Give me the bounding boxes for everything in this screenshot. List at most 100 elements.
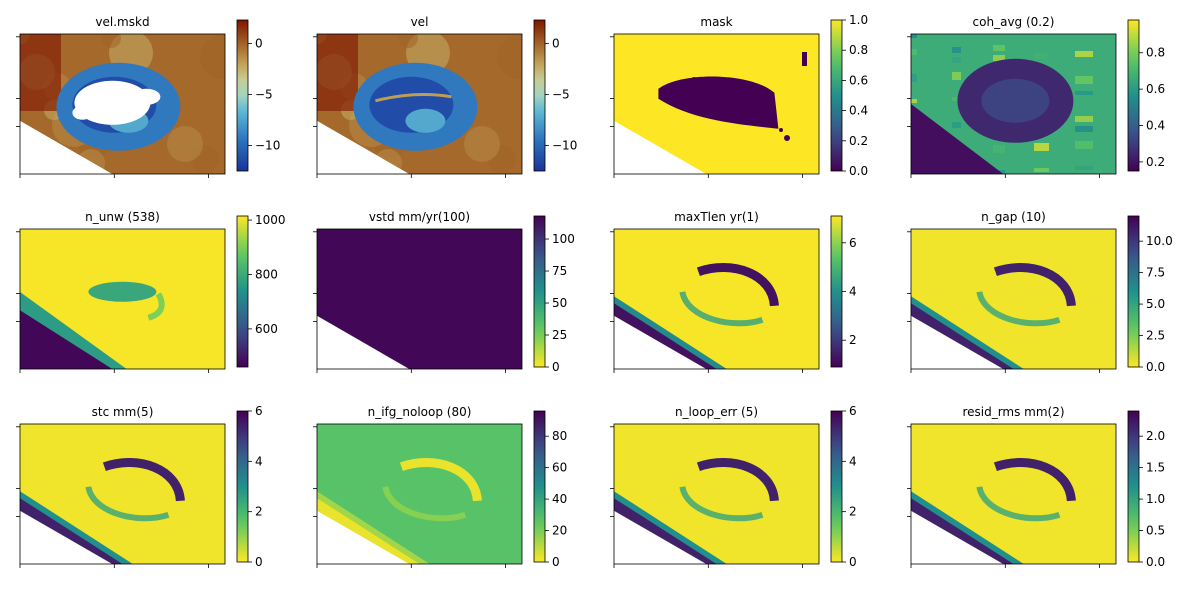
colorbar-tick-label: −5: [552, 87, 570, 101]
colorbar-tick-label: 0: [849, 555, 857, 569]
background-blob: [101, 34, 121, 48]
colorbar: [533, 19, 546, 172]
subplot-3: mask 0.0 0.2 0.4 0.6 0.8 1.0: [610, 13, 868, 178]
coherence-patch: [952, 57, 961, 63]
colorbar-tick-label: 50: [552, 296, 567, 310]
colorbar-tick-label: 0: [552, 36, 560, 50]
colorbar-tick-label: 0: [552, 555, 560, 569]
colorbar-tick-label: 1.0: [849, 13, 868, 27]
coherence-patch: [1075, 141, 1093, 149]
colorbar-tick-label: 2: [255, 505, 263, 519]
colorbar-tick-label: 6: [849, 236, 857, 250]
strong-uplift-area: [317, 34, 358, 111]
nodata-area: [317, 120, 410, 174]
edge-stripe: [20, 491, 133, 564]
subplot-12: resid_rms mm(2) 0.0 0.5 1.0 1.5 2.0: [907, 405, 1165, 569]
axes-frame: [910, 228, 1117, 370]
colorbar-tick-label: 0: [255, 555, 263, 569]
coherence-patch: [993, 45, 1005, 51]
colorbar-tick-label: 0.4: [849, 104, 868, 118]
subplot-title: n_unw (538): [85, 210, 160, 224]
subplot-title: n_ifg_noloop (80): [368, 405, 472, 419]
coherence-patch: [1075, 116, 1093, 122]
axes-frame: [910, 423, 1117, 565]
colorbar-tick-label: 40: [552, 492, 567, 506]
ring-arc: [102, 458, 185, 502]
subplot-title: stc mm(5): [92, 405, 154, 419]
colorbar-tick-label: 0.2: [1146, 155, 1165, 169]
colorbar: [533, 215, 546, 368]
mask-invalid-area: [658, 76, 779, 129]
colorbar-tick-label: 7.5: [1146, 266, 1165, 280]
subplot-title: mask: [700, 15, 732, 29]
ring-arc-lower: [679, 290, 764, 327]
axes-frame: [19, 228, 226, 370]
mask-speckle: [748, 109, 756, 117]
nodata-area: [614, 120, 707, 174]
colorbar: [236, 19, 249, 172]
colorbar-tick-label: 1.5: [1146, 461, 1165, 475]
colorbar-tick-label: −10: [255, 138, 280, 152]
colorbar: [236, 410, 249, 563]
colorbar: [533, 410, 546, 563]
coherence-patch: [1075, 51, 1093, 57]
ring-arc: [147, 292, 165, 321]
ring-arc: [375, 93, 452, 103]
coherence-patch: [1075, 76, 1093, 84]
colorbar-tick-label: 0.5: [1146, 524, 1165, 538]
colorbar-tick-label: 80: [552, 429, 567, 443]
coherence-patch: [993, 145, 1005, 153]
colorbar-tick-label: 4: [849, 454, 857, 468]
colorbar-tick-label: 0.0: [1146, 555, 1165, 569]
colorbar-tick-label: 0.0: [1146, 360, 1165, 374]
mask-speckle: [784, 135, 790, 141]
ring-arc-lower: [976, 290, 1061, 327]
masked-area: [74, 80, 151, 125]
subplot-image: [614, 229, 819, 369]
subplot-8: n_gap (10) 0.0 2.5 5.0 7.5 10.0: [907, 210, 1173, 374]
axes-frame: [316, 33, 523, 175]
low-coherence-core: [981, 78, 1050, 123]
axes-frame: [910, 33, 1117, 175]
colorbar-tick-label: 0: [255, 36, 263, 50]
colorbar-tick-label: 5.0: [1146, 297, 1165, 311]
edge-stripe: [911, 491, 1024, 564]
subplot-image: [20, 34, 225, 174]
coherence-patch: [1075, 101, 1093, 105]
subplot-2: vel −10 −5 0: [313, 15, 577, 178]
coherence-patch: [952, 97, 961, 101]
axes-frame: [19, 423, 226, 565]
colorbar-tick-label: 4: [849, 285, 857, 299]
colorbar: [830, 410, 843, 563]
colorbar-tick-label: 10.0: [1146, 234, 1173, 248]
coherence-patch: [1034, 53, 1049, 59]
subplot-title: maxTlen yr(1): [674, 210, 759, 224]
axes-frame: [613, 33, 820, 175]
subplot-title: n_loop_err (5): [675, 405, 758, 419]
nodata-area: [911, 510, 1004, 564]
subplot-5: n_unw (538) 600 800 1000: [16, 210, 286, 373]
coherence-patch: [952, 122, 961, 128]
edge-stripe-dark: [911, 303, 1014, 369]
colorbar-tick-label: 1000: [255, 213, 286, 227]
subplot-image: [317, 229, 522, 369]
mask-speckle: [802, 52, 807, 66]
masked-area: [72, 105, 93, 120]
ring-arc: [399, 458, 482, 502]
colorbar-tick-label: 20: [552, 524, 567, 538]
subplot-1: vel.mskd −10 −5 0: [16, 15, 280, 178]
mask-speckle: [702, 91, 710, 99]
subplot-title: coh_avg (0.2): [973, 15, 1055, 29]
axes-frame: [316, 423, 523, 565]
background-blob: [200, 35, 225, 79]
coherence-patch: [911, 34, 917, 38]
ring-arc-lower: [85, 485, 170, 522]
subplot-image: [317, 424, 522, 564]
nodata-area: [911, 315, 1004, 369]
subplot-image: [614, 424, 819, 564]
subplot-9: stc mm(5) 0 2 4 6: [16, 404, 263, 569]
nodata-area: [20, 120, 113, 174]
edge-stripe-dark: [614, 303, 717, 369]
coherence-patch: [1075, 166, 1093, 170]
